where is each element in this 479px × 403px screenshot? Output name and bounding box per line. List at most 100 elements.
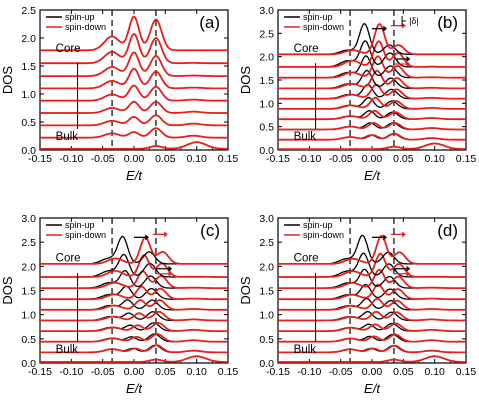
arrow-head [164,231,168,238]
curve-spin-down-6 [40,51,228,77]
y-tick-label: 2.5 [21,5,36,17]
x-tick-label: 0.00 [362,366,383,378]
x-tick-label: -0.10 [59,366,83,378]
core-label: Core [56,43,81,55]
legend-label-spin-up: spin-up [303,12,333,22]
legend-label-spin-up: spin-up [65,12,95,22]
core-label: Core [56,253,81,265]
curve-spin-down-5 [278,83,466,100]
dos-curves [40,15,228,150]
x-tick-label: 0.15 [456,153,477,165]
arrow-head [406,61,411,67]
curve-spin-down-6 [40,285,228,301]
curve-spin-up-6 [40,51,228,77]
y-tick-label: 1.5 [259,75,274,87]
x-tick-label: -0.05 [329,153,353,165]
curve-spin-down-7 [40,32,228,65]
curve-spin-down-8 [278,40,466,68]
y-tick-label: 2.5 [259,237,274,249]
curve-spin-down-7 [40,270,228,289]
y-tick-label: 1.5 [259,286,274,298]
x-tick-label: -0.15 [28,153,52,165]
y-tick-label: 3.0 [259,5,274,17]
arrow-head [383,234,388,241]
x-tick-label: -0.05 [91,366,115,378]
dos-curves [278,22,466,150]
x-tick-label: -0.05 [91,153,115,165]
x-axis-label: E/t [126,168,143,183]
delta-bracket [401,16,406,26]
curve-spin-down-9 [278,22,466,56]
curve-spin-down-3 [40,321,228,332]
legend-label-spin-up: spin-up [65,220,95,230]
y-axis-label: DOS [0,276,15,305]
arrow-head [383,25,388,32]
curve-spin-down-1 [278,132,466,141]
x-tick-label: 0.10 [186,153,207,165]
curve-spin-down-1 [40,344,228,354]
x-tick-label: -0.10 [297,366,321,378]
bulk-label: Bulk [56,344,79,356]
curve-spin-down-4 [40,310,228,322]
curve-spin-down-4 [40,84,228,102]
y-tick-label: 2.0 [259,261,274,273]
y-tick-label: 0.0 [21,145,36,157]
curve-spin-down-5 [40,299,228,311]
arrow-head [402,231,406,238]
y-tick-label: 2.0 [21,261,36,273]
x-tick-label: 0.10 [424,366,445,378]
curve-spin-down-5 [40,67,228,90]
x-tick-label: 0.05 [393,153,414,165]
y-tick-label: 1.0 [21,310,36,322]
x-tick-label: 0.00 [124,366,145,378]
y-axis-label: DOS [238,66,253,95]
bulk-label: Bulk [56,131,79,143]
legend-label-spin-down: spin-down [65,230,106,240]
x-tick-label: 0.10 [186,366,207,378]
chart-panel-c: -0.15 -0.10 -0.05 0.00 0.05 0.10 0.15 0.0 0.5 1.0… [0,213,238,396]
splitting-arrows [372,22,411,67]
x-tick-label: -0.15 [28,366,52,378]
x-tick-label: 0.05 [155,366,176,378]
curve-spin-down-6 [278,69,466,90]
panel-label: (b) [437,13,458,32]
curve-spin-down-2 [278,121,466,131]
splitting-arrows [372,231,411,277]
legend-label-spin-down: spin-down [303,22,344,32]
dos-curves [278,234,466,363]
curve-spin-down-0 [40,141,228,150]
y-axis-label: DOS [0,66,15,95]
x-tick-label: 0.10 [424,153,445,165]
y-tick-label: 2.0 [21,33,36,45]
core-label: Core [294,253,319,265]
curve-spin-up-5 [278,83,466,100]
y-tick-label: 0.5 [21,117,36,129]
y-tick-label: 1.0 [259,98,274,110]
panel-label: (d) [437,221,458,240]
x-tick-label: -0.10 [297,153,321,165]
y-tick-label: 1.0 [259,310,274,322]
y-axis-label: DOS [238,276,253,305]
legend-label-spin-up: spin-up [303,220,333,230]
x-tick-label: 0.15 [218,153,239,165]
curve-spin-down-4 [278,96,466,110]
y-tick-label: 2.0 [259,52,274,64]
arrow-head [402,22,406,29]
y-tick-label: 1.5 [21,61,36,73]
x-tick-label: 0.05 [155,153,176,165]
x-tick-label: 0.15 [456,366,477,378]
y-tick-label: 3.0 [21,213,36,225]
chart-panel-a: -0.15 -0.10 -0.05 0.00 0.05 0.10 0.15 0.0 0.5 1.0… [0,5,238,183]
curve-spin-down-9 [40,236,228,265]
curve-spin-down-8 [278,252,466,278]
core-label: Core [294,43,319,55]
curve-spin-down-0 [278,355,466,363]
x-axis-label: E/t [126,381,143,396]
chart-panel-b: -0.15 -0.10 -0.05 0.00 0.05 0.10 0.15 0.0 0.5 1.0… [238,5,476,183]
curve-spin-down-4 [278,310,466,322]
y-tick-label: 1.0 [21,89,36,101]
curve-spin-down-7 [278,55,466,79]
curve-spin-down-3 [278,322,466,332]
y-tick-label: 0.5 [259,122,274,134]
